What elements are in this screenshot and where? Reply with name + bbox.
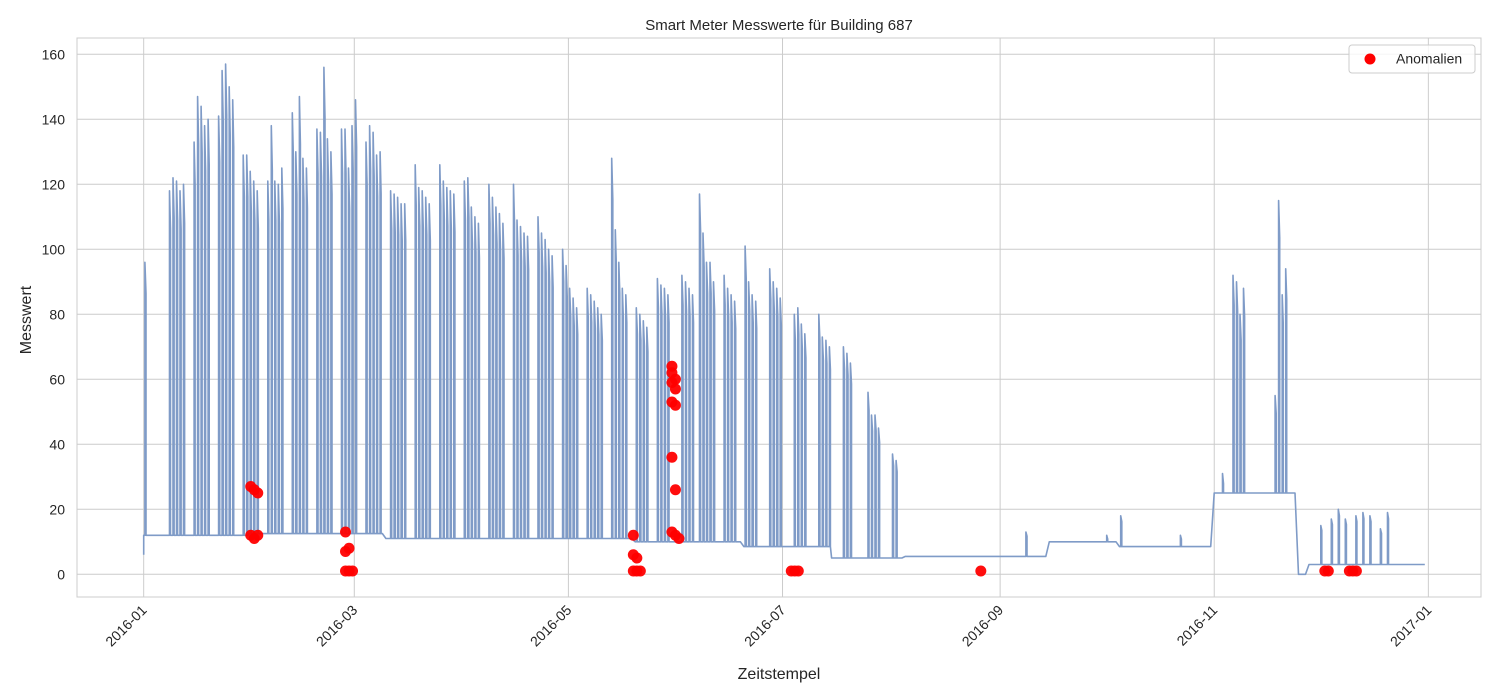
anomaly-point — [252, 487, 264, 499]
anomaly-points — [245, 360, 1362, 577]
legend: Anomalien — [1348, 44, 1476, 74]
y-tick-label: 140 — [42, 111, 66, 127]
y-tick-label: 40 — [49, 436, 65, 452]
x-tick-label: 2016-11 — [1173, 602, 1220, 649]
legend-marker-anomalien — [1364, 53, 1376, 65]
chart-title: Smart Meter Messwerte für Building 687 — [645, 17, 913, 34]
plot-frame — [76, 37, 1482, 598]
anomaly-point — [347, 565, 359, 577]
y-tick-label: 20 — [49, 501, 65, 517]
x-axis-title: Zeitstempel — [738, 666, 821, 683]
y-tick-label: 160 — [42, 46, 66, 62]
anomaly-point — [252, 529, 264, 541]
anomaly-point — [631, 552, 643, 564]
anomaly-point — [669, 383, 681, 395]
y-tick-label: 120 — [42, 176, 66, 192]
y-tick-label: 0 — [57, 566, 65, 582]
legend-box — [1348, 44, 1476, 74]
y-tick-label: 100 — [42, 241, 66, 257]
y-tick-label: 60 — [49, 371, 65, 387]
series-line-messwert — [142, 63, 1425, 576]
anomaly-point — [666, 451, 678, 463]
x-tick-label: 2016-07 — [741, 602, 789, 650]
x-tick-label: 2016-03 — [313, 602, 361, 650]
anomaly-point — [975, 565, 987, 577]
y-axis-ticks: 0 20 40 60 80 100 120 140 160 — [42, 46, 66, 582]
y-tick-label: 80 — [49, 306, 65, 322]
anomaly-point — [634, 565, 646, 577]
gridlines — [77, 38, 1481, 597]
y-axis-title: Messwert — [18, 285, 35, 354]
x-tick-label: 2016-09 — [959, 602, 1007, 650]
x-tick-label: 2016-01 — [102, 602, 150, 650]
anomaly-point — [669, 399, 681, 411]
legend-label-anomalien: Anomalien — [1396, 51, 1462, 67]
anomaly-point — [343, 542, 355, 554]
anomaly-point — [627, 529, 639, 541]
anomaly-point — [1322, 565, 1334, 577]
x-axis-ticks: 2016-01 2016-03 2016-05 2016-07 2016-09 2016-… — [102, 602, 1434, 650]
series-layer — [142, 63, 1425, 576]
anomaly-point — [673, 533, 685, 544]
x-tick-label: 2016-05 — [527, 602, 575, 650]
anomaly-point — [792, 565, 804, 577]
anomaly-point — [1350, 565, 1362, 577]
x-tick-label: 2017-01 — [1387, 602, 1435, 650]
anomaly-point — [669, 484, 681, 496]
anomaly-point — [340, 526, 352, 538]
